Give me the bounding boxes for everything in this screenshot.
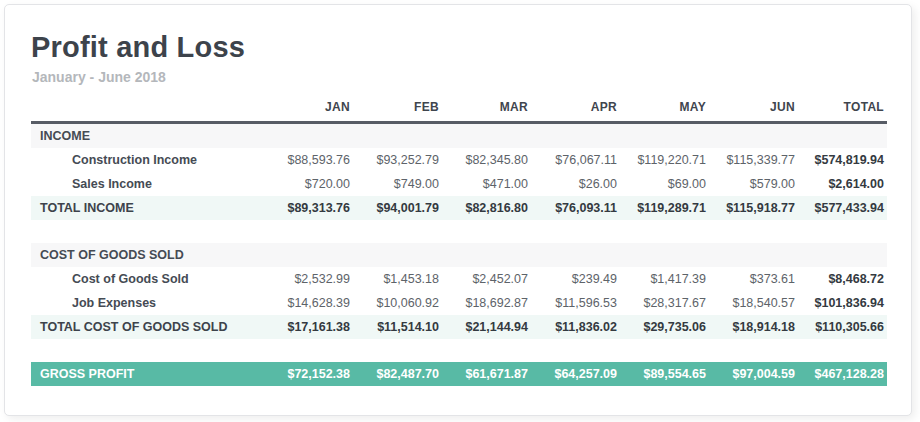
row-label: Construction Income bbox=[31, 148, 264, 172]
cell-jan: $720.00 bbox=[264, 172, 353, 196]
row-label: Sales Income bbox=[31, 172, 264, 196]
column-header-row: JANFEBMARAPRMAYJUNTOTAL bbox=[31, 100, 887, 123]
cell-may: $1,417.39 bbox=[620, 267, 709, 291]
page-title: Profit and Loss bbox=[31, 31, 883, 64]
gross-profit-row: GROSS PROFIT$72,152.38$82,487.70$61,671.… bbox=[31, 362, 887, 386]
detail-row: Construction Income$88,593.76$93,252.79$… bbox=[31, 148, 887, 172]
cell-jan: $89,313.76 bbox=[264, 196, 353, 220]
cell-jun: $18,914.18 bbox=[709, 315, 798, 339]
total-row: TOTAL INCOME$89,313.76$94,001.79$82,816.… bbox=[31, 196, 887, 220]
section-header-row: INCOME bbox=[31, 123, 887, 149]
cell-total: $8,468.72 bbox=[798, 267, 887, 291]
cell-apr: $26.00 bbox=[531, 172, 620, 196]
cell-jan: $72,152.38 bbox=[264, 362, 353, 386]
cell-jan: $14,628.39 bbox=[264, 291, 353, 315]
cell-may bbox=[620, 123, 709, 149]
cell-jan: $17,161.38 bbox=[264, 315, 353, 339]
total-row: TOTAL COST OF GOODS SOLD$17,161.38$11,51… bbox=[31, 315, 887, 339]
cell-may: $69.00 bbox=[620, 172, 709, 196]
profit-and-loss-table: JANFEBMARAPRMAYJUNTOTAL INCOMEConstructi… bbox=[31, 100, 887, 386]
report-card: Profit and Loss January - June 2018 JANF… bbox=[4, 4, 912, 416]
cell-total: $2,614.00 bbox=[798, 172, 887, 196]
cell-mar: $61,671.87 bbox=[442, 362, 531, 386]
cell-jun: $115,918.77 bbox=[709, 196, 798, 220]
cell-total: $101,836.94 bbox=[798, 291, 887, 315]
cell-jan: $88,593.76 bbox=[264, 148, 353, 172]
cell-feb bbox=[353, 243, 442, 267]
cell-jun: $18,540.57 bbox=[709, 291, 798, 315]
cell-mar: $18,692.87 bbox=[442, 291, 531, 315]
cell-feb: $93,252.79 bbox=[353, 148, 442, 172]
cell-feb: $11,514.10 bbox=[353, 315, 442, 339]
cell-feb: $94,001.79 bbox=[353, 196, 442, 220]
section-header-row: COST OF GOODS SOLD bbox=[31, 243, 887, 267]
cell-jan: $2,532.99 bbox=[264, 267, 353, 291]
cell-mar: $82,345.80 bbox=[442, 148, 531, 172]
spacer-cell bbox=[31, 220, 887, 243]
column-header-may: MAY bbox=[620, 100, 709, 123]
cell-mar: $82,816.80 bbox=[442, 196, 531, 220]
cell-may: $119,220.71 bbox=[620, 148, 709, 172]
cell-mar: $21,144.94 bbox=[442, 315, 531, 339]
spacer-row bbox=[31, 220, 887, 243]
cell-total bbox=[798, 123, 887, 149]
cell-mar: $471.00 bbox=[442, 172, 531, 196]
cell-mar bbox=[442, 123, 531, 149]
cell-total: $577,433.94 bbox=[798, 196, 887, 220]
detail-row: Job Expenses$14,628.39$10,060.92$18,692.… bbox=[31, 291, 887, 315]
cell-jun: $373.61 bbox=[709, 267, 798, 291]
cell-apr bbox=[531, 243, 620, 267]
cell-apr: $239.49 bbox=[531, 267, 620, 291]
cell-total: $574,819.94 bbox=[798, 148, 887, 172]
row-label: COST OF GOODS SOLD bbox=[31, 243, 264, 267]
cell-total: $110,305.66 bbox=[798, 315, 887, 339]
report-date-range: January - June 2018 bbox=[32, 69, 883, 85]
cell-may bbox=[620, 243, 709, 267]
cell-total bbox=[798, 243, 887, 267]
spacer-row bbox=[31, 339, 887, 362]
row-label-column-header bbox=[31, 100, 264, 123]
cell-apr: $11,596.53 bbox=[531, 291, 620, 315]
table-body: INCOMEConstruction Income$88,593.76$93,2… bbox=[31, 123, 887, 387]
cell-apr: $76,093.11 bbox=[531, 196, 620, 220]
cell-mar bbox=[442, 243, 531, 267]
detail-row: Sales Income$720.00$749.00$471.00$26.00$… bbox=[31, 172, 887, 196]
cell-jun: $97,004.59 bbox=[709, 362, 798, 386]
cell-jun bbox=[709, 123, 798, 149]
cell-feb bbox=[353, 123, 442, 149]
cell-feb: $749.00 bbox=[353, 172, 442, 196]
cell-may: $89,554.65 bbox=[620, 362, 709, 386]
column-header-jun: JUN bbox=[709, 100, 798, 123]
cell-feb: $10,060.92 bbox=[353, 291, 442, 315]
row-label: GROSS PROFIT bbox=[31, 362, 264, 386]
cell-apr bbox=[531, 123, 620, 149]
row-label: TOTAL INCOME bbox=[31, 196, 264, 220]
column-header-mar: MAR bbox=[442, 100, 531, 123]
spacer-cell bbox=[31, 339, 887, 362]
cell-jan bbox=[264, 123, 353, 149]
column-header-apr: APR bbox=[531, 100, 620, 123]
row-label: INCOME bbox=[31, 123, 264, 149]
column-header-total: TOTAL bbox=[798, 100, 887, 123]
cell-apr: $64,257.09 bbox=[531, 362, 620, 386]
row-label: Cost of Goods Sold bbox=[31, 267, 264, 291]
cell-feb: $1,453.18 bbox=[353, 267, 442, 291]
cell-may: $28,317.67 bbox=[620, 291, 709, 315]
cell-may: $29,735.06 bbox=[620, 315, 709, 339]
column-header-feb: FEB bbox=[353, 100, 442, 123]
cell-may: $119,289.71 bbox=[620, 196, 709, 220]
column-header-jan: JAN bbox=[264, 100, 353, 123]
cell-total: $467,128.28 bbox=[798, 362, 887, 386]
row-label: TOTAL COST OF GOODS SOLD bbox=[31, 315, 264, 339]
row-label: Job Expenses bbox=[31, 291, 264, 315]
cell-jun bbox=[709, 243, 798, 267]
cell-jun: $579.00 bbox=[709, 172, 798, 196]
cell-feb: $82,487.70 bbox=[353, 362, 442, 386]
cell-mar: $2,452.07 bbox=[442, 267, 531, 291]
cell-jun: $115,339.77 bbox=[709, 148, 798, 172]
cell-jan bbox=[264, 243, 353, 267]
cell-apr: $76,067.11 bbox=[531, 148, 620, 172]
detail-row: Cost of Goods Sold$2,532.99$1,453.18$2,4… bbox=[31, 267, 887, 291]
cell-apr: $11,836.02 bbox=[531, 315, 620, 339]
